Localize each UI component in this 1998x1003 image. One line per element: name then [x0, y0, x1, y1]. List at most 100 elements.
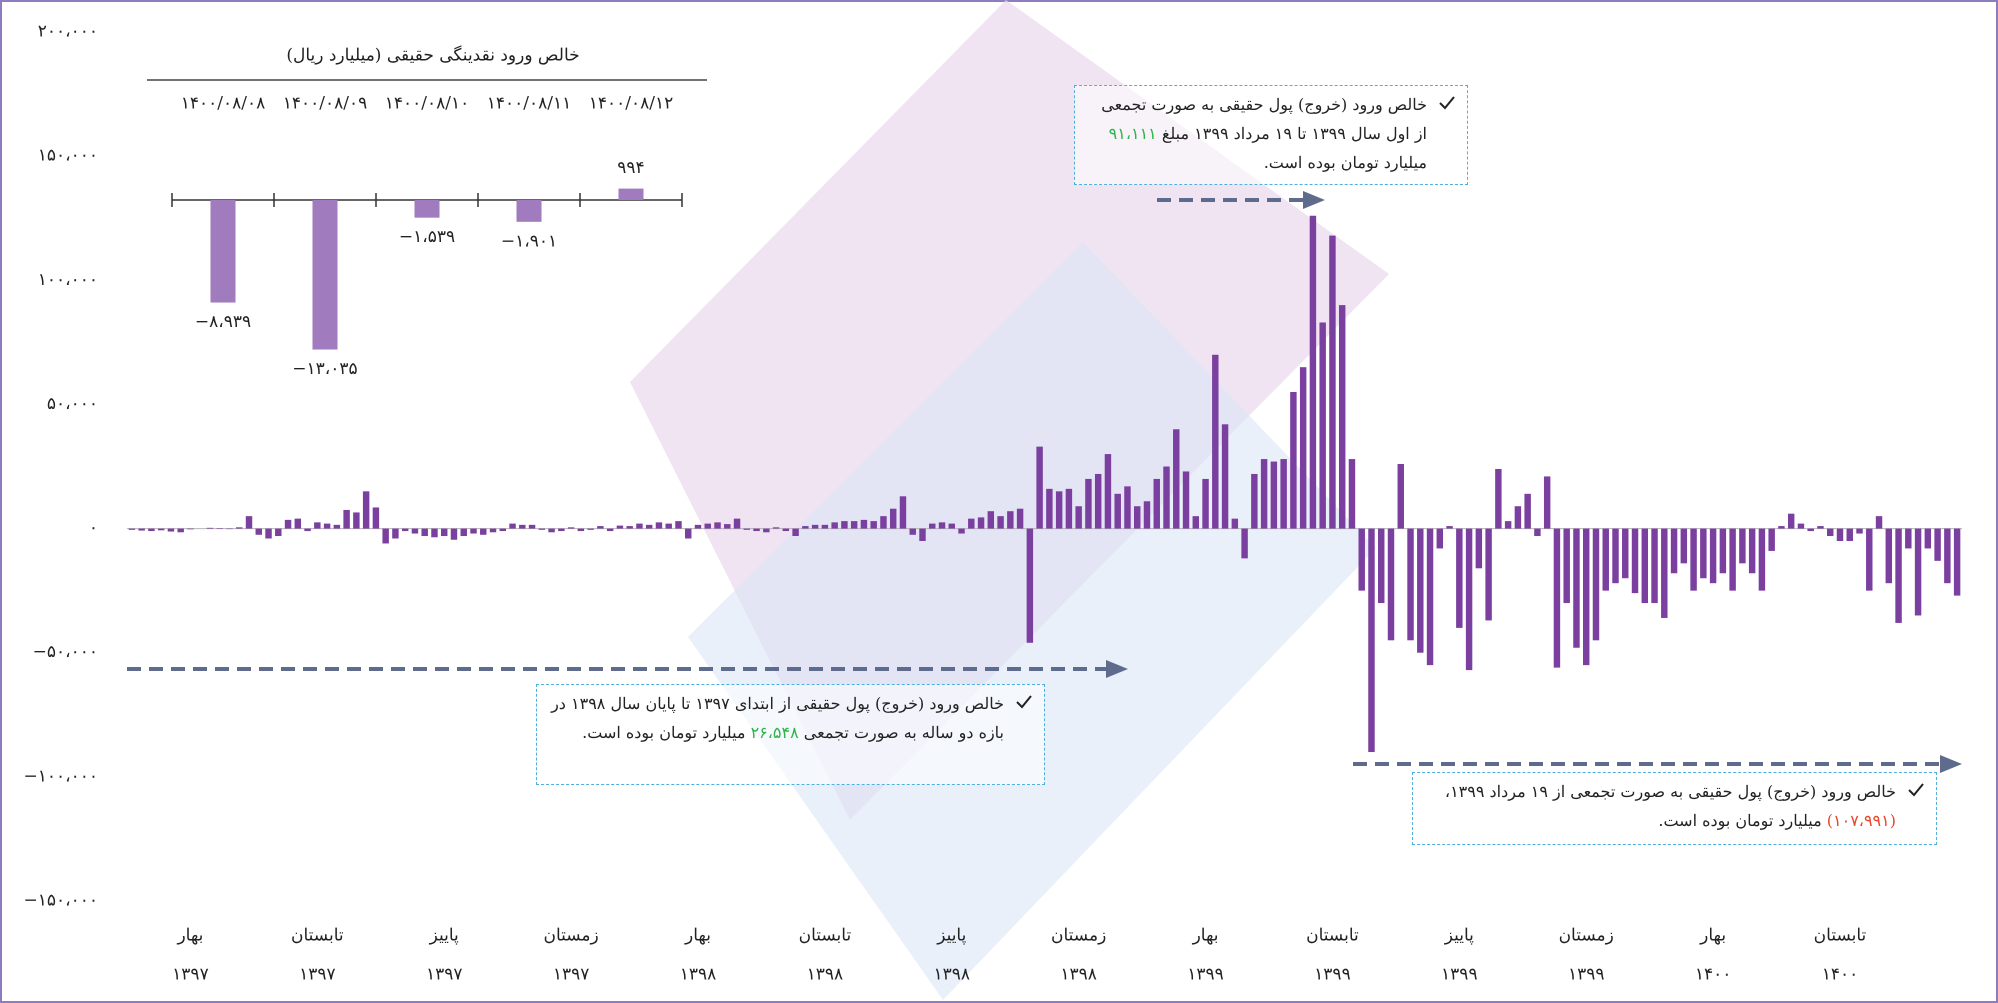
bar: [1953, 528, 1961, 596]
bar: [128, 528, 136, 530]
bar: [655, 522, 663, 529]
y-tick-label: ۱۰۰،۰۰۰: [38, 270, 98, 290]
bar: [831, 522, 838, 529]
x-tick-label: تابستان: [1814, 926, 1867, 946]
y-tick-label: −۵۰،۰۰۰: [33, 642, 98, 662]
bar: [245, 516, 253, 529]
inset-x-label: ۱۴۰۰/۰۸/۱۲: [589, 94, 674, 114]
bar: [1592, 528, 1600, 641]
bar: [1046, 488, 1053, 529]
x-tick-label: پاییز: [429, 926, 459, 946]
bar: [1495, 468, 1502, 529]
bar: [210, 200, 236, 303]
bar: [1709, 528, 1717, 584]
bar: [167, 528, 175, 532]
bar: [1504, 521, 1512, 529]
bar: [675, 521, 682, 529]
y-tick-label: ۵۰،۰۰۰: [47, 394, 98, 414]
bar: [1212, 354, 1219, 529]
inset-title: خالص ورود نقدینگی حقیقی (میلیارد ریال): [286, 45, 579, 66]
x-tick-label: ۱۳۹۸: [680, 965, 717, 985]
x-tick-label: ۱۳۹۷: [299, 965, 336, 985]
y-tick-label: ۱۵۰،۰۰۰: [38, 146, 98, 166]
bar: [909, 528, 916, 535]
bar: [1651, 528, 1658, 604]
bar: [1748, 528, 1756, 574]
x-tick-label: تابستان: [799, 926, 852, 946]
bar: [1124, 486, 1131, 529]
bar: [1905, 528, 1912, 549]
bar: [265, 528, 272, 539]
bar: [1543, 476, 1551, 529]
bar: [1065, 488, 1073, 529]
bar: [1758, 528, 1766, 591]
bar: [236, 527, 243, 529]
inset-value-label: −۸،۹۳۹: [195, 312, 251, 332]
annotation-text: میلیارد تومان بوده است.: [1263, 153, 1427, 172]
inset-value-label: −۱،۹۰۱: [501, 231, 557, 251]
bar: [294, 518, 302, 529]
bar: [1134, 506, 1141, 529]
bar: [1729, 528, 1736, 591]
bar: [1143, 501, 1151, 529]
bar: [616, 525, 624, 529]
bar: [1514, 506, 1522, 529]
bar: [255, 528, 262, 535]
x-tick-label: زمستان: [1559, 926, 1614, 946]
bar: [948, 523, 955, 529]
x-tick-label: ۱۳۹۹: [1314, 965, 1351, 985]
bar: [138, 528, 145, 531]
x-tick-label: ۱۴۰۰: [1822, 965, 1859, 985]
bar: [440, 528, 448, 537]
annotation-text: خالص ورود (خروج) پول حقیقی از ابتدای ۱۳۹…: [551, 694, 1004, 742]
bar: [1866, 528, 1873, 591]
bar: [411, 528, 419, 534]
bar: [811, 524, 819, 529]
arrow: [127, 660, 1128, 678]
x-tick-label: ۱۳۹۸: [934, 965, 971, 985]
arrow: [1353, 755, 1962, 773]
bar: [626, 526, 633, 529]
bar: [275, 528, 282, 537]
bar: [548, 528, 555, 533]
x-tick-label: ۱۳۹۷: [172, 965, 209, 985]
bar: [333, 524, 341, 529]
bar: [587, 528, 594, 530]
bar: [743, 528, 751, 530]
bar: [401, 528, 409, 532]
bar: [1417, 528, 1424, 653]
bar: [618, 188, 644, 200]
bar: [1407, 528, 1414, 641]
bar: [431, 528, 438, 538]
bar: [1280, 459, 1287, 529]
bar: [997, 516, 1004, 529]
bar: [1290, 392, 1297, 529]
bar: [1553, 528, 1561, 668]
bar: [1456, 528, 1463, 628]
bar: [1563, 528, 1570, 604]
bar: [1846, 528, 1853, 541]
bar: [1446, 526, 1453, 529]
bar: [1221, 424, 1229, 529]
inset-value-label: −۱،۵۳۹: [399, 227, 455, 247]
bar: [929, 523, 936, 529]
bar: [1094, 473, 1102, 529]
bar: [1817, 526, 1824, 529]
bar: [1055, 491, 1063, 529]
bar: [597, 526, 604, 529]
bar: [519, 524, 526, 529]
bar: [1270, 461, 1278, 529]
bar: [1924, 528, 1932, 549]
bar: [1524, 493, 1531, 529]
annotation-text: میلیارد تومان بوده است.: [1658, 811, 1827, 830]
bar: [304, 528, 311, 532]
bar: [480, 528, 487, 535]
bar: [645, 524, 653, 529]
bar: [323, 523, 331, 529]
bar: [1690, 528, 1697, 591]
x-tick-label: تابستان: [1306, 926, 1359, 946]
bar: [1797, 523, 1805, 529]
bar: [1465, 528, 1473, 671]
inset-value-label: ۹۹۴: [617, 158, 644, 178]
bar: [187, 528, 194, 530]
